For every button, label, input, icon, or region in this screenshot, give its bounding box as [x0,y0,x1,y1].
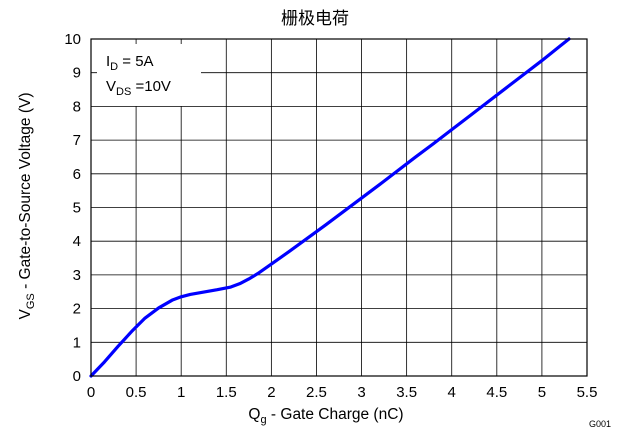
x-axis-label-text: - Gate Charge (nC) [267,406,404,423]
figure-id: G001 [589,419,611,429]
x-tick-label-11: 5.5 [577,384,598,401]
y-tick-label-6: 6 [73,166,81,183]
y-tick-label-5: 5 [73,200,81,217]
condition-drain-source-voltage-symbol: V [106,78,116,95]
y-axis-label: VGS - Gate-to-Source Voltage (V) [17,93,37,320]
condition-drain-current-value: = 5A [118,53,153,70]
conditions-box-background [97,44,201,106]
x-axis-label: Qg - Gate Charge (nC) [248,406,403,426]
x-axis-label-subscript: g [260,414,266,426]
x-tick-label-2: 1 [177,384,185,401]
grid-lines [91,39,587,376]
condition-drain-current: ID = 5A [106,53,154,73]
y-axis-label-subscript: GS [25,293,37,309]
y-tick-label-10: 10 [64,31,81,48]
x-tick-label-4: 2 [267,384,275,401]
x-tick-label-0: 0 [87,384,95,401]
y-axis-label-symbol: V [17,308,34,319]
x-axis-label-symbol: Q [248,406,260,423]
y-axis-ticks: 0 1 2 3 4 5 6 7 8 9 10 [64,31,81,385]
conditions-box: ID = 5A VDS =10V [97,44,201,106]
y-tick-label-8: 8 [73,98,81,115]
x-tick-label-10: 5 [538,384,546,401]
y-tick-label-3: 3 [73,267,81,284]
condition-drain-source-voltage: VDS =10V [106,78,171,98]
condition-drain-source-voltage-subscript: DS [116,86,131,98]
series-line-0 [89,37,571,378]
x-axis-ticks: 0 0.5 1 1.5 2 2.5 3 3.5 4 4.5 5 5.5 [87,384,598,401]
x-tick-label-5: 2.5 [306,384,327,401]
y-tick-label-1: 1 [73,334,81,351]
plot-frame [90,38,588,377]
y-tick-label-9: 9 [73,65,81,82]
y-tick-label-2: 2 [73,301,81,318]
x-tick-label-1: 0.5 [126,384,147,401]
chart-title: 栅极电荷 [281,9,349,29]
condition-drain-current-subscript: D [110,61,118,73]
y-tick-label-0: 0 [73,368,81,385]
x-tick-label-7: 3.5 [396,384,417,401]
x-tick-label-6: 3 [357,384,365,401]
y-tick-label-4: 4 [73,233,81,250]
x-tick-label-9: 4.5 [486,384,507,401]
x-tick-label-8: 4 [448,384,456,401]
condition-drain-current-symbol: I [106,53,110,70]
y-axis-label-text: - Gate-to-Source Voltage (V) [17,93,34,294]
y-tick-label-7: 7 [73,132,81,149]
condition-drain-source-voltage-value: =10V [131,78,171,95]
x-tick-label-3: 1.5 [216,384,237,401]
series-layer [89,37,571,378]
